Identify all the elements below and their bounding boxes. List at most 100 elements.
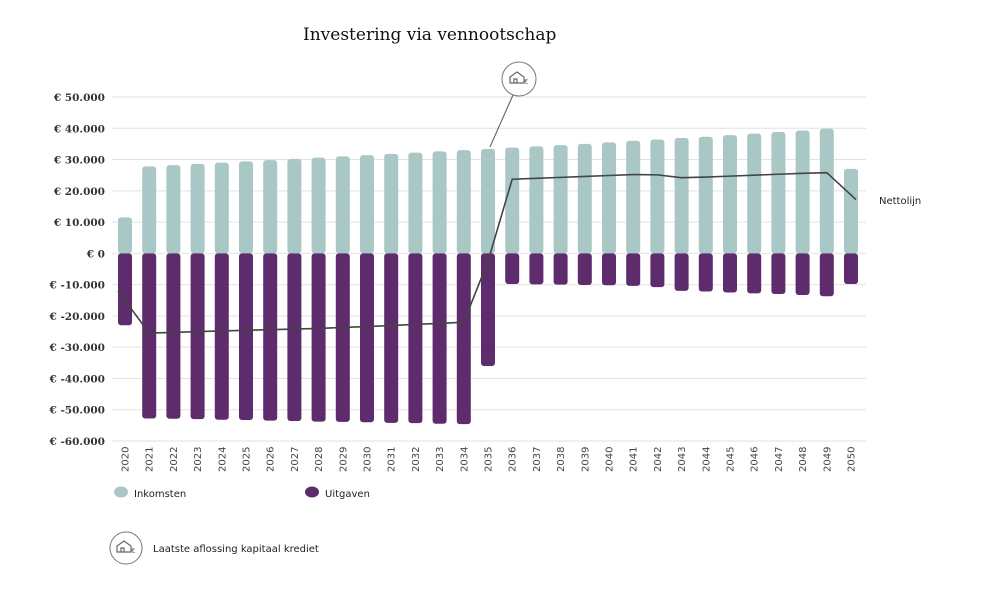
bars xyxy=(118,128,858,425)
y-tick-label: € 30.000 xyxy=(53,155,105,167)
y-tick-label: € 40.000 xyxy=(53,123,105,135)
bar-uitgaven xyxy=(553,253,568,285)
x-tick-label: 2045 xyxy=(726,447,737,472)
x-tick-label: 2030 xyxy=(363,447,374,472)
house-icon xyxy=(116,540,132,553)
bar-inkomsten xyxy=(723,135,737,254)
bar-uitgaven xyxy=(287,253,302,421)
euro-glyph: € xyxy=(131,547,135,555)
bar-inkomsten xyxy=(384,153,399,254)
x-tick-label: 2022 xyxy=(169,447,180,472)
x-tick-label: 2048 xyxy=(798,447,809,472)
bar-uitgaven xyxy=(844,253,858,285)
x-tick-label: 2043 xyxy=(677,447,688,472)
y-tick-label: € -10.000 xyxy=(48,280,105,292)
bar-uitgaven xyxy=(360,253,374,423)
x-tick-label: 2035 xyxy=(484,447,495,472)
x-tick-label: 2038 xyxy=(556,447,567,472)
bar-inkomsten xyxy=(335,156,350,254)
x-tick-label: 2025 xyxy=(242,447,253,472)
x-tick-label: 2023 xyxy=(193,447,204,472)
x-tick-label: 2044 xyxy=(701,447,712,472)
y-tick-label: € -60.000 xyxy=(48,436,105,448)
bar-uitgaven xyxy=(529,253,544,285)
x-tick-label: 2033 xyxy=(435,447,446,472)
bar-inkomsten xyxy=(432,151,447,254)
bar-inkomsten xyxy=(214,162,229,254)
bar-inkomsten xyxy=(602,142,616,254)
x-tick-label: 2042 xyxy=(653,447,664,472)
y-tick-label: € -20.000 xyxy=(48,311,105,323)
bar-uitgaven xyxy=(723,253,737,293)
bar-uitgaven xyxy=(190,253,205,420)
bar-inkomsten xyxy=(529,146,544,254)
legend-label-inkomsten: Inkomsten xyxy=(134,489,186,500)
bar-uitgaven xyxy=(698,253,713,292)
bar-inkomsten xyxy=(844,168,858,254)
bar-inkomsten xyxy=(819,128,834,254)
x-tick-label: 2031 xyxy=(387,447,398,472)
x-tick-label: 2020 xyxy=(121,447,132,472)
x-tick-label: 2028 xyxy=(314,447,325,472)
bar-uitgaven xyxy=(771,253,786,295)
bar-uitgaven xyxy=(505,253,520,285)
bar-inkomsten xyxy=(674,137,689,254)
x-tick-label: 2041 xyxy=(629,447,640,472)
euro-glyph: € xyxy=(524,78,528,86)
bar-uitgaven xyxy=(214,253,229,420)
bar-uitgaven xyxy=(626,253,641,286)
net-line-group xyxy=(117,171,857,334)
y-tick-label: € -30.000 xyxy=(48,342,105,354)
bar-uitgaven xyxy=(311,253,326,422)
bar-inkomsten xyxy=(360,155,374,254)
legend-label-uitgaven: Uitgaven xyxy=(325,489,370,500)
x-tick-label: 2032 xyxy=(411,447,422,472)
legend-swatch-uitgaven xyxy=(305,486,319,498)
x-tick-label: 2037 xyxy=(532,447,543,472)
bar-inkomsten xyxy=(456,150,471,254)
bar-inkomsten xyxy=(481,148,495,254)
bar-uitgaven xyxy=(142,253,157,419)
y-tick-label: € 10.000 xyxy=(53,217,105,229)
house-icon xyxy=(509,71,525,84)
x-tick-label: 2024 xyxy=(217,447,228,472)
x-tick-label: 2036 xyxy=(508,447,519,472)
bar-inkomsten xyxy=(190,163,205,254)
bar-inkomsten xyxy=(166,165,181,254)
bar-inkomsten xyxy=(553,145,568,254)
annotation-leader xyxy=(489,94,514,148)
house-euro-icon xyxy=(109,531,143,565)
y-tick-label: € 20.000 xyxy=(53,186,105,198)
house-euro-icon xyxy=(501,61,537,97)
x-tick-label: 2026 xyxy=(266,447,277,472)
bar-inkomsten xyxy=(142,166,157,254)
bar-uitgaven xyxy=(384,253,399,423)
x-tick-label: 2029 xyxy=(338,447,349,472)
bar-uitgaven xyxy=(118,253,132,326)
bar-inkomsten xyxy=(577,143,592,254)
bar-inkomsten xyxy=(650,139,665,254)
bar-uitgaven xyxy=(239,253,253,421)
bar-uitgaven xyxy=(819,253,834,297)
bar-inkomsten xyxy=(263,160,278,254)
x-tick-label: 2021 xyxy=(145,447,156,472)
bar-inkomsten xyxy=(795,130,810,254)
bar-inkomsten xyxy=(626,140,641,254)
bar-uitgaven xyxy=(335,253,350,422)
x-tick-label: 2046 xyxy=(750,447,761,472)
bar-inkomsten xyxy=(311,157,326,254)
y-axis: € 50.000 € 40.000 € 30.000 € 20.000 € 10.000… xyxy=(48,92,105,448)
bar-uitgaven xyxy=(602,253,616,286)
bar-uitgaven xyxy=(408,253,423,424)
nettolijn-label: Nettolijn xyxy=(879,196,921,207)
bar-inkomsten xyxy=(771,132,786,254)
y-tick-label: € -50.000 xyxy=(48,405,105,417)
bar-uitgaven xyxy=(577,253,592,285)
x-axis: 2020 2021 2022 2023 2024 2025 2026 2027 2028 2029… xyxy=(121,447,858,472)
chart-title: Investering via vennootschap xyxy=(303,25,557,45)
bar-uitgaven xyxy=(674,253,689,291)
legend-swatch-inkomsten xyxy=(114,486,128,498)
bar-uitgaven xyxy=(795,253,810,295)
bar-inkomsten xyxy=(698,136,713,254)
